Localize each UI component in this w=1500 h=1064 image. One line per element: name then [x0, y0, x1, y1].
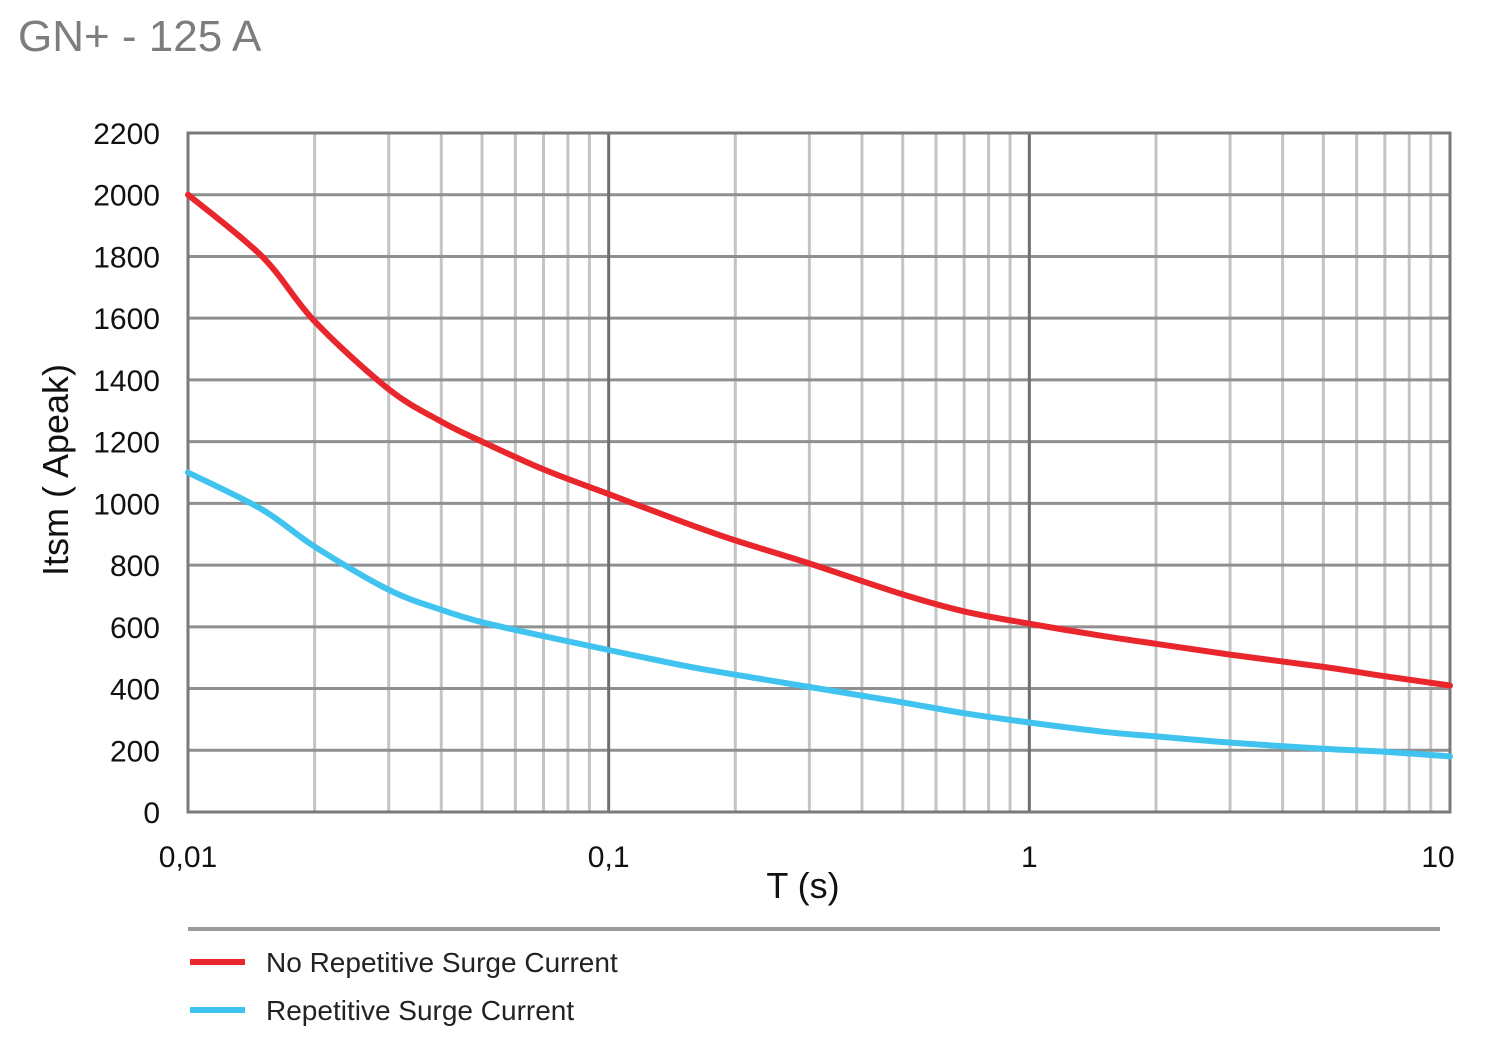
y-tick-label: 1600: [93, 303, 160, 336]
y-tick-label: 1200: [93, 427, 160, 460]
y-axis-title: Itsm ( Apeak): [35, 364, 76, 576]
y-tick-label: 1800: [93, 241, 160, 274]
y-tick-label: 800: [110, 550, 160, 583]
y-tick-label: 600: [110, 612, 160, 645]
x-tick-label: 0,1: [588, 841, 630, 874]
legend-label: Repetitive Surge Current: [266, 995, 574, 1026]
y-tick-label: 2000: [93, 180, 160, 213]
x-tick-label: 10: [1421, 841, 1454, 874]
legend-label: No Repetitive Surge Current: [266, 947, 618, 978]
chart-title: GN+ - 125 A: [18, 12, 262, 61]
y-tick-label: 400: [110, 674, 160, 707]
y-tick-label: 200: [110, 735, 160, 768]
x-axis-title: T (s): [766, 865, 839, 906]
series-line-no-repetitive: [185, 191, 1453, 689]
plot-frame: [186, 131, 1452, 814]
y-tick-label: 1400: [93, 365, 160, 398]
legend: No Repetitive Surge Current Repetitive Su…: [190, 947, 618, 1026]
grid: [186, 131, 1452, 814]
tick-labels: 0 200 400 600 800 1000 1200 1400 1600 1800 2000 220…: [93, 118, 1454, 874]
y-tick-label: 0: [143, 797, 160, 830]
y-tick-label: 2200: [93, 118, 160, 151]
y-tick-label: 1000: [93, 488, 160, 521]
x-tick-label: 1: [1021, 841, 1038, 874]
series-lines: [185, 191, 1453, 760]
x-tick-label: 0,01: [159, 841, 217, 874]
series-line-repetitive: [185, 469, 1453, 760]
